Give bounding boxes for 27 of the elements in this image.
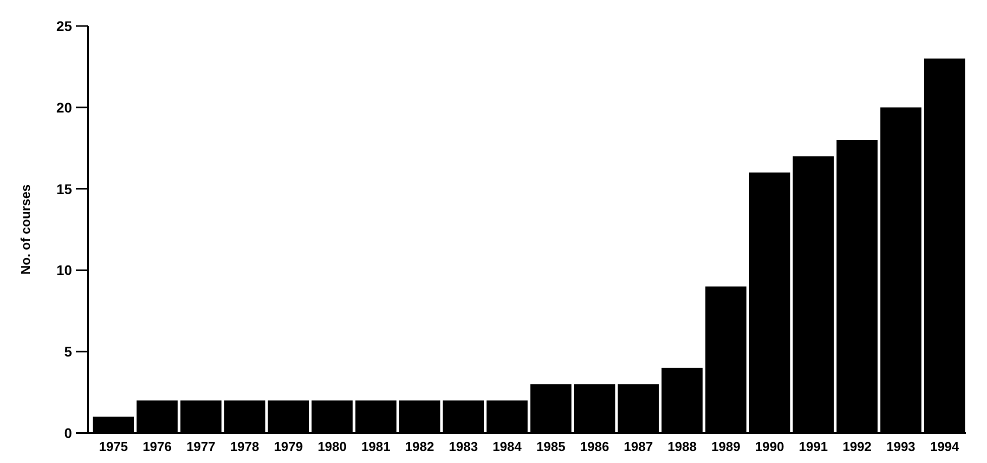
x-tick-label: 1994 <box>930 439 960 454</box>
y-tick-label: 25 <box>56 18 72 34</box>
y-tick-label: 15 <box>56 180 72 197</box>
x-tick-label: 1985 <box>536 439 566 454</box>
y-tick-label: 20 <box>56 99 72 116</box>
x-tick-label: 1986 <box>580 439 610 454</box>
x-tick-label: 1989 <box>711 439 740 454</box>
x-tick-label: 1979 <box>274 439 303 454</box>
x-tick-label: 1978 <box>230 439 260 454</box>
x-tick-label: 1977 <box>186 439 216 454</box>
x-tick-label: 1984 <box>492 439 522 454</box>
x-tick-label: 1991 <box>798 439 828 454</box>
x-tick-label: 1988 <box>668 439 697 454</box>
x-tick-label: 1993 <box>886 439 916 454</box>
x-tick-label: 1990 <box>755 439 784 454</box>
x-tick-label: 1981 <box>361 439 390 454</box>
x-tick-label: 1987 <box>624 439 653 454</box>
y-tick-label: 5 <box>64 344 72 360</box>
y-tick-label: 10 <box>56 262 72 278</box>
x-tick-label: 1980 <box>318 439 347 454</box>
y-tick-label: 0 <box>64 425 72 441</box>
x-tick-label: 1982 <box>405 439 434 454</box>
y-axis-title: No. of courses <box>18 184 33 275</box>
x-tick-label: 1976 <box>142 439 172 454</box>
x-tick-label: 1975 <box>98 439 128 454</box>
x-tick-label: 1992 <box>842 439 872 454</box>
x-tick-label: 1983 <box>448 439 478 454</box>
